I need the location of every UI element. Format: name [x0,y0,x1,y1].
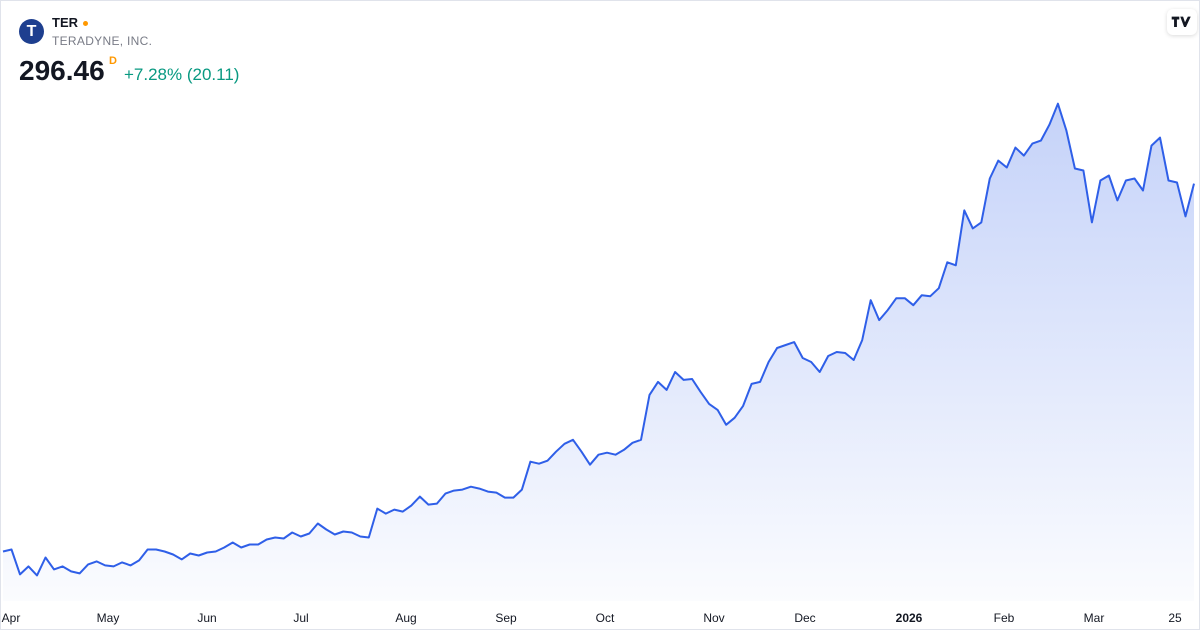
status-dot [83,21,88,27]
x-tick-label: Feb [994,611,1015,625]
x-tick-label: Aug [395,611,416,625]
x-tick-label: Nov [703,611,724,625]
x-tick-label: May [97,611,120,625]
x-tick-label: Dec [794,611,815,625]
logo: T [19,19,44,44]
change: +7.28% (20.11) [124,65,240,84]
price-line [2,102,1195,577]
tv-icon [1171,16,1191,28]
x-tick-label: 25 [1168,611,1182,625]
x-tick-label: Oct [596,611,615,625]
interval: D [109,55,117,67]
x-tick-label: Apr [2,611,21,625]
tradingview-logo[interactable] [1167,9,1197,35]
x-tick-label: Mar [1084,611,1105,625]
area-fill [3,103,1194,601]
x-tick-label: Jul [293,611,308,625]
x-tick-label: Jun [197,611,216,625]
symbol[interactable]: TER [52,15,78,30]
price: 296.46 [19,55,105,86]
symbol-row: TER [52,15,88,30]
company-name: TERADYNE, INC. [52,34,153,48]
x-tick-label: Sep [495,611,517,625]
x-tick-label: 2026 [896,611,923,625]
